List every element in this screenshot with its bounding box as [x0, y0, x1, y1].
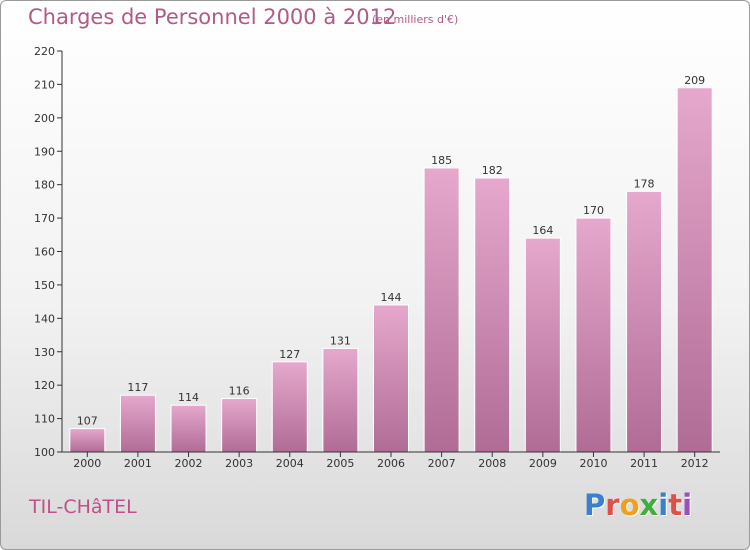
bar-2005 — [322, 347, 359, 453]
x-tick-label-2001: 2001 — [124, 457, 152, 470]
y-tick-label: 160 — [34, 246, 55, 259]
value-label-2005: 131 — [330, 334, 351, 347]
logo-letter: i — [682, 488, 693, 522]
y-tick-label: 200 — [34, 112, 55, 125]
y-tick-label: 110 — [34, 413, 55, 426]
chart-unit: (en milliers d'€) — [372, 13, 459, 26]
x-tick-label-2006: 2006 — [377, 457, 405, 470]
x-tick-label-2003: 2003 — [225, 457, 253, 470]
y-tick-label: 140 — [34, 312, 55, 325]
y-tick-label: 180 — [34, 179, 55, 192]
x-tick-label-2009: 2009 — [529, 457, 557, 470]
bar-2006 — [373, 304, 409, 453]
y-tick-label: 220 — [34, 45, 55, 58]
bar-2012 — [676, 87, 713, 453]
bar-2008 — [474, 177, 511, 453]
value-label-2009: 164 — [532, 224, 553, 237]
bars — [69, 87, 713, 453]
logo-letter: P — [584, 488, 606, 522]
value-label-2004: 127 — [279, 348, 300, 361]
x-tick-label-2010: 2010 — [579, 457, 607, 470]
logo-letter: o — [619, 488, 640, 522]
value-label-2000: 107 — [77, 415, 98, 428]
y-tick-label: 150 — [34, 279, 55, 292]
x-tick-label-2007: 2007 — [428, 457, 456, 470]
logo-letter: t — [668, 488, 683, 522]
bar-2004 — [271, 361, 308, 453]
value-label-2011: 178 — [634, 177, 655, 190]
x-tick-label-2011: 2011 — [630, 457, 658, 470]
bar-2000 — [69, 428, 106, 453]
value-label-2006: 144 — [381, 291, 402, 304]
value-label-2001: 117 — [127, 381, 148, 394]
chart-title: Charges de Personnel 2000 à 2012 — [28, 5, 397, 29]
logo-letter: r — [605, 488, 620, 522]
proxiti-logo[interactable]: Proxiti — [584, 488, 692, 522]
y-tick-label: 100 — [34, 446, 55, 459]
logo-letter: i — [658, 488, 669, 522]
value-label-2008: 182 — [482, 164, 503, 177]
x-tick-label-2005: 2005 — [326, 457, 354, 470]
bar-2003 — [221, 398, 258, 453]
y-tick-label: 190 — [34, 145, 55, 158]
logo-letter: x — [639, 488, 659, 522]
y-tick-label: 120 — [34, 379, 55, 392]
bar-2010 — [575, 217, 612, 453]
value-label-2007: 185 — [431, 154, 452, 167]
bar-2007 — [423, 167, 460, 453]
bar-2011 — [626, 190, 663, 453]
value-label-2003: 116 — [229, 385, 250, 398]
y-tick-label: 210 — [34, 78, 55, 91]
value-labels: 107 117 114 116 127 131 144 185 182 164 170 178 209 — [77, 74, 705, 428]
y-tick-label: 130 — [34, 346, 55, 359]
x-tick-label-2012: 2012 — [681, 457, 709, 470]
value-label-2002: 114 — [178, 391, 199, 404]
x-tick-label-2004: 2004 — [276, 457, 304, 470]
y-tick-label: 170 — [34, 212, 55, 225]
bar-2009 — [524, 237, 561, 453]
y-axis-ticks: 100 110 120 130 140 150 160 170 180 190 200 210 220 — [34, 45, 62, 459]
x-tick-label-2008: 2008 — [478, 457, 506, 470]
x-tick-label-2002: 2002 — [175, 457, 203, 470]
x-axis-ticks: 2000 2001 2002 2003 2004 2005 2006 2007 2008 2009… — [73, 452, 709, 470]
bar-2001 — [119, 394, 156, 453]
bar-2002 — [170, 404, 207, 453]
value-label-2010: 170 — [583, 204, 604, 217]
value-label-2012: 209 — [684, 74, 705, 87]
place-name: TIL-CHâTEL — [29, 496, 137, 518]
x-tick-label-2000: 2000 — [73, 457, 101, 470]
